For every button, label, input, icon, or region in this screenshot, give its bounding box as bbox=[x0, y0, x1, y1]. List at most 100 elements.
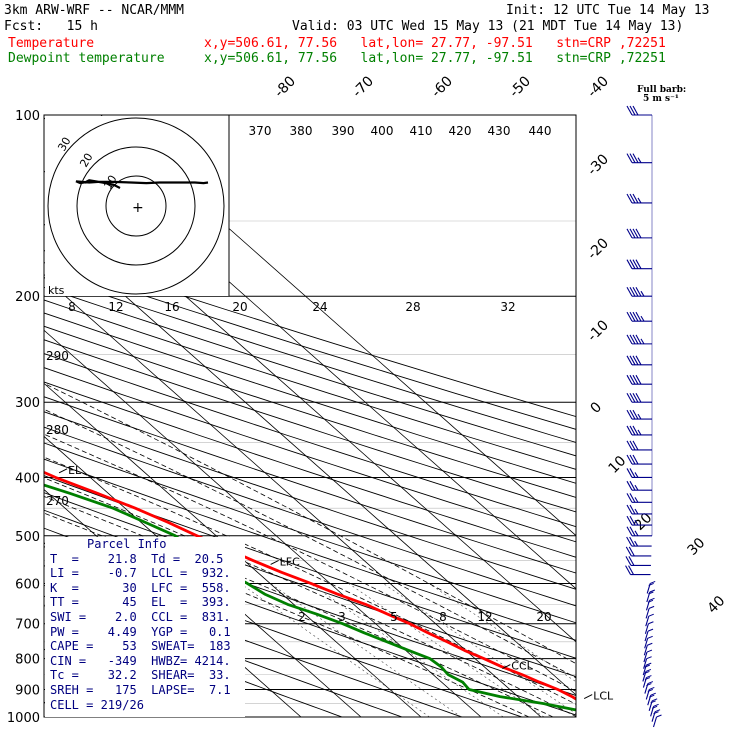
wind-barb-flag bbox=[625, 546, 632, 557]
wind-barb-flag bbox=[632, 409, 639, 420]
wind-barb bbox=[626, 440, 652, 451]
moist-adiabat bbox=[44, 456, 576, 705]
wind-barb bbox=[626, 374, 652, 385]
wind-barb-flag bbox=[629, 392, 636, 403]
dry-adiabat bbox=[44, 325, 576, 498]
wind-barb-staff bbox=[643, 651, 648, 663]
wind-barb-flag bbox=[626, 468, 633, 478]
wind-barb-half bbox=[637, 429, 642, 436]
wind-barb-flag bbox=[632, 454, 639, 465]
level-label-lfc: LFC bbox=[280, 555, 300, 568]
valid-time: Valid: 03 UTC Wed 15 May 13 (21 MDT Tue … bbox=[292, 19, 684, 34]
wind-barb-flag bbox=[632, 392, 639, 403]
wind-barb bbox=[642, 675, 652, 688]
wind-barb-flag bbox=[647, 635, 653, 639]
wind-barb-flag bbox=[635, 286, 642, 297]
wind-barb-half bbox=[637, 197, 642, 204]
wind-barb bbox=[626, 105, 652, 116]
moist-adiabat bbox=[44, 477, 576, 717]
wind-barb bbox=[626, 504, 652, 515]
wind-barb bbox=[626, 355, 652, 366]
wind-barb bbox=[642, 662, 652, 676]
hodograph-ring-label: 20 bbox=[77, 151, 95, 170]
speed-tick-label: 8 bbox=[68, 300, 76, 314]
moist-adiabat bbox=[44, 496, 554, 717]
wind-barb bbox=[643, 642, 653, 656]
mixing-ratio-label: 12 bbox=[477, 610, 492, 624]
theta-label: 410 bbox=[410, 124, 433, 138]
wind-barb-flag bbox=[632, 105, 639, 116]
wind-barb-staff bbox=[652, 716, 658, 728]
theta-label: 400 bbox=[371, 124, 394, 138]
dry-adiabat bbox=[44, 396, 576, 574]
wind-barb-flag bbox=[626, 536, 633, 547]
theta-label: 390 bbox=[332, 124, 355, 138]
mixing-ratio-line bbox=[240, 583, 430, 717]
wind-barb-flag bbox=[647, 642, 653, 646]
wind-barb-half bbox=[634, 540, 639, 547]
dry-adiabat bbox=[44, 286, 576, 457]
temperature-legend: Temperature bbox=[8, 36, 95, 51]
wind-barb bbox=[645, 597, 655, 611]
wind-barb-flag bbox=[626, 193, 633, 204]
mixing-ratio-line bbox=[309, 583, 504, 717]
wind-barb-flag bbox=[626, 259, 633, 269]
wind-barb-flag bbox=[647, 599, 654, 603]
wind-barb bbox=[625, 556, 651, 566]
wind-barb bbox=[626, 526, 652, 537]
dewpoint-legend: Dewpoint temperature bbox=[8, 51, 165, 66]
mixing-ratio-line bbox=[428, 583, 576, 683]
wind-barb-flag bbox=[626, 409, 633, 420]
speed-tick-label: 16 bbox=[164, 300, 179, 314]
level-label-ccl: CCL bbox=[511, 660, 533, 673]
wind-barb bbox=[650, 703, 659, 717]
wind-barb-flag bbox=[626, 440, 633, 451]
wind-barb-flag bbox=[626, 454, 633, 465]
wind-barb bbox=[626, 425, 652, 436]
hodograph-background bbox=[45, 116, 229, 296]
isotherm bbox=[44, 223, 576, 696]
wind-barb-flag bbox=[629, 153, 636, 163]
wind-barb-flag bbox=[650, 692, 656, 696]
speed-tick-label: 32 bbox=[500, 300, 515, 314]
wind-barb-flag bbox=[644, 664, 650, 668]
wind-barb-flag bbox=[629, 334, 636, 345]
wind-barb-flag bbox=[626, 425, 633, 436]
pressure-tick-label: 100 bbox=[15, 109, 40, 124]
wind-barb bbox=[626, 153, 652, 164]
mixing-ratio-label: 3 bbox=[338, 610, 346, 624]
wind-barb bbox=[626, 334, 652, 345]
init-time: Init: 12 UTC Tue 14 May 13 bbox=[506, 3, 710, 18]
wind-barb-flag bbox=[653, 711, 659, 715]
wind-barb-flag bbox=[648, 591, 654, 595]
wind-barb-half bbox=[637, 157, 642, 163]
moist-adiabat bbox=[44, 512, 530, 717]
barb-legend: Full barb: 5 m s⁻¹ bbox=[637, 86, 686, 104]
dry-adiabat bbox=[44, 426, 576, 607]
parcel-info-row: TT = 45 EL = 393. bbox=[50, 595, 231, 610]
dry-adiabat bbox=[44, 312, 576, 484]
wind-barb bbox=[645, 613, 654, 627]
wind-barb-flag bbox=[644, 677, 651, 681]
wind-barb bbox=[626, 454, 652, 465]
hodograph-ring bbox=[47, 117, 225, 295]
wind-barb-flag bbox=[647, 688, 653, 692]
speed-tick-label: 20 bbox=[232, 300, 247, 314]
dry-adiabat bbox=[44, 584, 403, 717]
wind-barb-flag bbox=[626, 493, 633, 503]
wind-barb-half bbox=[634, 508, 639, 515]
pressure-tick-label: 200 bbox=[15, 290, 40, 305]
wind-barb-flag bbox=[629, 493, 636, 503]
wind-barb-flag bbox=[635, 392, 642, 403]
wind-barb-flag bbox=[644, 670, 650, 674]
hodograph-center: + bbox=[132, 200, 144, 216]
parcel-info-rows: T = 21.8 Td = 20.5 LI = -0.7 LCL = 932. K … bbox=[45, 552, 245, 713]
wind-barb-staff bbox=[644, 630, 649, 642]
dry-adiabat bbox=[44, 274, 576, 443]
mixing-ratio-label: 2 bbox=[298, 610, 306, 624]
wind-barb-flag bbox=[632, 440, 639, 451]
wind-barb bbox=[644, 621, 654, 634]
theta-label: 270 bbox=[46, 494, 69, 508]
wind-barb-flag bbox=[632, 355, 639, 366]
